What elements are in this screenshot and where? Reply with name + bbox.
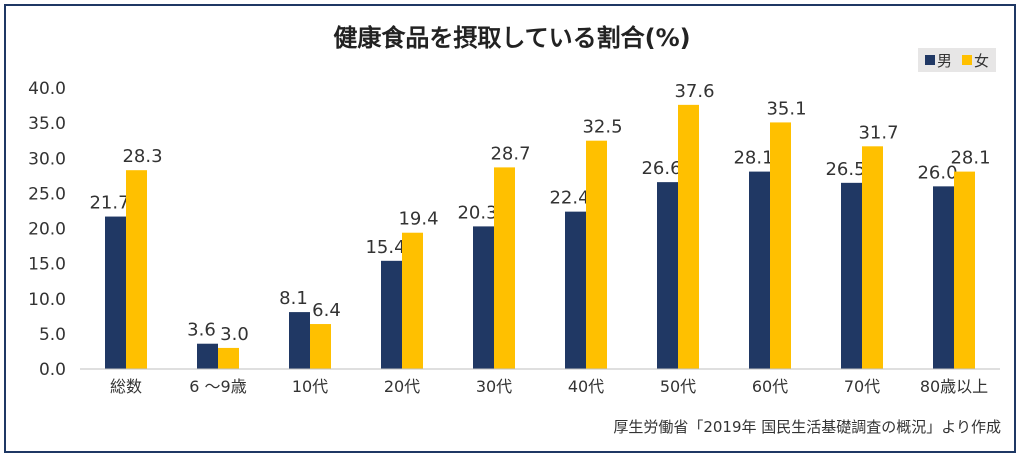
x-tick-label: 40代 [568,377,604,396]
y-tick-label: 25.0 [28,184,66,204]
y-tick-label: 35.0 [28,114,66,134]
bar-male [105,216,126,369]
data-label: 28.3 [122,146,162,167]
data-label: 32.5 [582,117,622,138]
bar-female [586,140,607,369]
data-label: 22.4 [549,188,589,209]
x-tick-label: 6 ～9歳 [189,377,246,396]
chart-title: 健康食品を摂取している割合(%) [333,24,690,52]
legend-label: 男 [937,52,952,70]
legend-label: 女 [974,52,989,70]
y-tick-label: 0.0 [39,360,66,380]
data-label: 28.1 [733,148,773,169]
bar-male [473,226,494,369]
legend-swatch [925,55,935,65]
bar-male [565,211,586,369]
x-tick-label: 60代 [752,377,788,396]
data-label: 28.7 [490,143,530,164]
bar-male [197,343,218,369]
data-label: 21.7 [89,193,129,214]
bars: 21.7 28.3 3.6 3.0 8.16.4 15.4 19.4 20.3 28.7 22.4… [89,81,991,370]
data-label: 26.0 [917,162,957,183]
source-note: 厚生労働省「2019年 国民生活基礎調査の概況」より作成 [613,418,1001,436]
x-tick-label: 50代 [660,377,696,396]
data-label: 28.1 [950,148,990,169]
x-tick-label: 総数 [110,377,142,396]
y-tick-label: 10.0 [28,290,66,310]
bar-male [933,186,954,369]
data-label: 6.4 [312,300,341,321]
data-label: 19.4 [398,209,438,230]
data-label: 8.1 [279,288,308,309]
bar-male [749,171,770,369]
bar-female [678,104,699,370]
bar-female [494,167,515,369]
data-label: 26.6 [641,158,681,179]
data-label: 26.5 [825,159,865,180]
bar-female [402,232,423,369]
data-label: 15.4 [365,237,405,258]
y-tick-label: 15.0 [28,255,66,275]
data-label: 31.7 [858,122,898,143]
y-tick-label: 20.0 [28,220,66,240]
bar-female [954,171,975,369]
bar-male [657,182,678,369]
x-tick-label: 80歳以上 [920,377,988,396]
legend-swatch [962,55,972,65]
data-label: 3.0 [220,324,249,345]
x-axis: 総数 6 ～9歳 10代 20代 30代 40代 50代 60代 70代 80歳以上 [80,368,1000,396]
y-tick-label: 30.0 [28,149,66,169]
x-tick-label: 20代 [384,377,420,396]
bar-male [841,182,862,369]
bar-male [381,260,402,369]
y-axis: 0.0 5.0 10.0 15.0 20.0 25.0 30.0 35.0 40.0 [28,79,66,380]
data-label: 37.6 [674,81,714,102]
data-label: 35.1 [766,98,806,119]
bar-female [862,146,883,369]
x-tick-label: 30代 [476,377,512,396]
y-tick-label: 40.0 [28,79,66,99]
x-tick-label: 70代 [844,377,880,396]
data-label: 3.6 [187,320,216,341]
bar-female [218,347,239,369]
bar-female [770,122,791,369]
legend: 男女 [918,48,996,72]
bar-female [126,170,147,369]
bar-female [310,324,331,369]
x-tick-label: 10代 [292,377,328,396]
data-label: 20.3 [457,202,497,223]
y-tick-label: 5.0 [39,325,66,345]
bar-male [289,312,310,369]
